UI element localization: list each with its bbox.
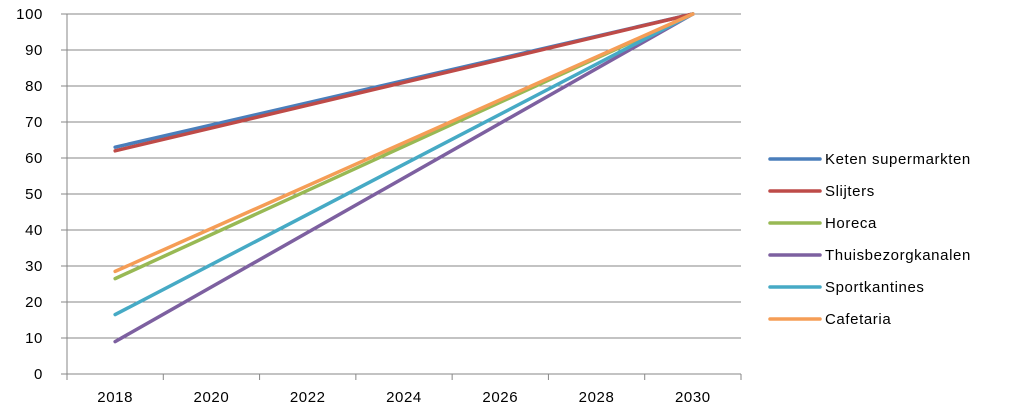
y-tick-label: 50 [25, 186, 43, 203]
y-axis-tick-labels: 0 10 20 30 40 50 60 70 80 90 100 [16, 6, 43, 383]
legend-label: Thuisbezorgkanalen [825, 247, 971, 264]
x-tick-label: 2024 [386, 389, 422, 406]
y-tick-label: 0 [34, 366, 43, 383]
x-tick-label: 2018 [97, 389, 133, 406]
series-line [113, 12, 695, 153]
y-tick-label: 90 [25, 42, 43, 59]
y-tick-label: 20 [25, 294, 43, 311]
y-tick-label: 80 [25, 78, 43, 95]
data-series [113, 12, 695, 344]
x-axis-tick-labels: 2018 2020 2022 2024 2026 2028 2030 [97, 389, 710, 406]
legend-label: Cafetaria [825, 311, 891, 328]
legend-label: Sportkantines [825, 279, 925, 296]
axes [61, 13, 742, 380]
y-tick-label: 40 [25, 222, 43, 239]
x-tick-label: 2022 [290, 389, 326, 406]
legend: Keten supermarkten Slijters Horeca Thuisbez… [768, 151, 971, 328]
legend-label: Slijters [825, 183, 875, 200]
legend-label: Keten supermarkten [825, 151, 971, 168]
series-line [113, 12, 695, 344]
y-tick-label: 70 [25, 114, 43, 131]
x-tick-label: 2030 [675, 389, 711, 406]
y-tick-label: 30 [25, 258, 43, 275]
x-tick-label: 2028 [579, 389, 615, 406]
series-line [113, 12, 695, 317]
x-tick-label: 2026 [482, 389, 518, 406]
legend-label: Horeca [825, 215, 877, 232]
series-line [113, 12, 695, 274]
y-tick-label: 10 [25, 330, 43, 347]
y-tick-label: 60 [25, 150, 43, 167]
x-tick-label: 2020 [194, 389, 230, 406]
gridlines [67, 13, 741, 339]
y-tick-label: 100 [16, 6, 43, 23]
